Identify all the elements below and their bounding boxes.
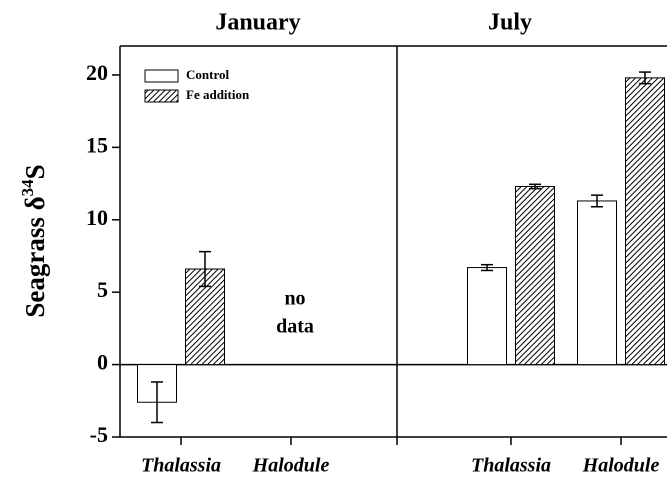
error-bar <box>199 250 211 288</box>
legend-label: Fe addition <box>186 87 250 102</box>
y-axis-label-part: S <box>20 164 50 179</box>
y-tick-label: 10 <box>86 205 108 230</box>
legend-swatch <box>144 69 179 83</box>
x-tick-label: Thalassia <box>141 455 221 477</box>
panel-title: January <box>215 10 300 36</box>
x-tick-label: Halodule <box>252 455 330 477</box>
bar <box>577 200 617 366</box>
error-bar <box>639 71 651 85</box>
panel-title: July <box>488 10 532 36</box>
annotation: data <box>276 316 314 338</box>
y-axis-label: Seagrass δ34S <box>18 164 50 317</box>
error-bar <box>151 381 163 424</box>
error-bar <box>591 194 603 208</box>
bar <box>515 185 555 366</box>
y-tick-label: 15 <box>86 132 108 157</box>
annotation: no <box>284 288 305 310</box>
error-bar <box>481 263 493 272</box>
legend-swatch <box>144 89 179 103</box>
error-bar <box>529 183 541 190</box>
y-tick-label: 0 <box>97 350 108 375</box>
y-axis-label-sup: 34 <box>18 179 37 197</box>
y-axis-label-part: Seagrass δ <box>20 196 50 317</box>
y-tick-label: 5 <box>97 277 108 302</box>
legend-label: Control <box>186 67 229 82</box>
y-tick-label: -5 <box>90 422 108 447</box>
bar <box>625 77 665 366</box>
y-tick-label: 20 <box>86 60 108 85</box>
x-tick-label: Halodule <box>582 455 660 477</box>
bar <box>467 267 507 366</box>
x-tick-label: Thalassia <box>471 455 551 477</box>
